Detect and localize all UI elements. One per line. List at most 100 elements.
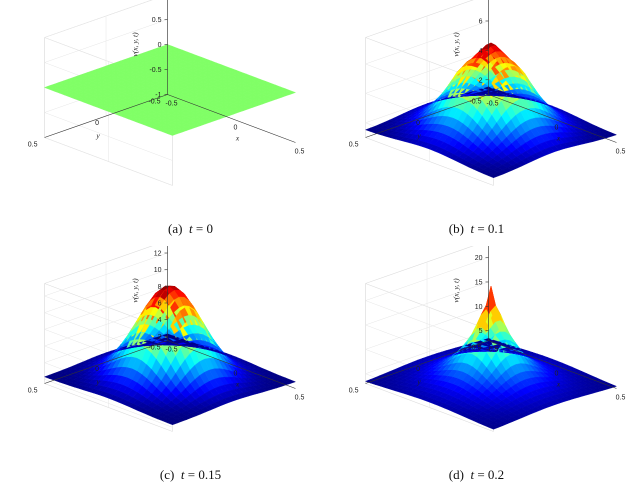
y-tick-label: 0 (95, 120, 99, 127)
x-axis-label: x (235, 134, 240, 143)
caption-d: (d) t = 0.2 (316, 467, 637, 483)
y-axis-line (365, 340, 489, 384)
y-axis-label: y (416, 131, 421, 140)
plot-a: -1-0.500.51v(x, y, t)0.50-0.5y-0.500.5x (28, 0, 305, 186)
z-tick-label: 4 (479, 48, 483, 55)
y-tick-label: 0 (95, 366, 99, 373)
y-axis-line (44, 94, 168, 138)
axes-a: -1-0.500.51v(x, y, t)0.50-0.5y-0.500.5x (28, 0, 305, 156)
y-tick-label: 0 (416, 366, 420, 373)
y-tick-label: -0.5 (469, 99, 481, 106)
surface-d (364, 285, 618, 430)
z-tick-label: 20 (475, 255, 483, 262)
z-tick-label: 10 (475, 304, 483, 311)
surface-plot-a: -1-0.500.51v(x, y, t)0.50-0.5y-0.500.5x (28, 0, 305, 186)
caption-var: t (188, 221, 193, 236)
surface-plot-c: 2 4 6 8 10 12 v(x, y, t) 0.5 0 -0.5 y -0.5 0 0.5 x (28, 246, 305, 432)
caption-eq: = 0 (192, 221, 213, 236)
z-tick-label: 6 (479, 18, 483, 25)
y-tick-label: 0.5 (28, 142, 38, 149)
caption-label: (a) (168, 221, 183, 236)
z-axis-label: v(x, y, t) (131, 278, 140, 303)
y-tick-label: 0.5 (349, 142, 359, 149)
surface-c (43, 285, 297, 426)
chart-panel-d: 5 10 15 20 v(x, y, t) 0.5 0 -0.5 y -0.5 0 0.5 x (321, 246, 642, 492)
x-tick-label: 0.5 (295, 395, 305, 402)
surface-patch (606, 132, 618, 137)
caption-label: (d) (448, 467, 464, 482)
y-tick-label: 0.5 (28, 388, 38, 395)
y-tick-label: 0 (416, 120, 420, 127)
z-tick-label: 2 (158, 334, 162, 341)
z-tick-label: 2 (479, 77, 483, 84)
z-axis-label: v(x, y, t) (452, 278, 461, 303)
axes-d: 5 10 15 20 v(x, y, t) 0.5 0 -0.5 y -0.5 0 0.5 x (349, 246, 626, 402)
surface-plot-b: 2 4 6 v(x, y, t) 0.5 0 -0.5 y -0.5 0 0.5 x (349, 0, 626, 186)
z-tick-label: 10 (154, 267, 162, 274)
y-tick-label: 0.5 (349, 388, 359, 395)
y-axis-label: y (95, 377, 100, 386)
x-tick-label: -0.5 (165, 347, 177, 354)
z-tick-label: 0.5 (152, 17, 162, 24)
y-axis-line (44, 340, 168, 384)
y-axis-label: y (416, 377, 421, 386)
x-axis-label: x (556, 134, 561, 143)
x-axis-label: x (556, 380, 561, 389)
x-axis-line (167, 340, 296, 389)
x-tick-label: 0.5 (295, 149, 305, 156)
plot-b: 2 4 6 v(x, y, t) 0.5 0 -0.5 y -0.5 0 0.5 x (349, 0, 626, 186)
surface-plot-d: 5 10 15 20 v(x, y, t) 0.5 0 -0.5 y -0.5 0 0.5 x (349, 246, 626, 432)
z-tick-label: -1 (155, 92, 161, 99)
axes-c: 2 4 6 8 10 12 v(x, y, t) 0.5 0 -0.5 y -0.5 0 0.5 x (28, 246, 305, 402)
chart-panel-c: 2 4 6 8 10 12 v(x, y, t) 0.5 0 -0.5 y -0.5 0 0.5 x (0, 246, 321, 492)
caption-c: (c) t = 0.15 (30, 467, 351, 483)
x-tick-label: 0.5 (616, 149, 626, 156)
x-axis-line (488, 94, 617, 143)
caption-var: t (180, 467, 185, 482)
x-tick-label: -0.5 (486, 101, 498, 108)
y-tick-label: -0.5 (148, 99, 160, 106)
caption-eq: = 0.1 (474, 221, 505, 236)
axes-b: 2 4 6 v(x, y, t) 0.5 0 -0.5 y -0.5 0 0.5 x (349, 0, 626, 156)
plot-d: 5 10 15 20 v(x, y, t) 0.5 0 -0.5 y -0.5 0 0.5 x (349, 246, 626, 432)
x-axis-label: x (235, 380, 240, 389)
z-axis-label: v(x, y, t) (131, 32, 140, 57)
surface-a (43, 44, 297, 136)
x-tick-label: 0 (555, 125, 559, 132)
chart-panel-a: -1-0.500.51v(x, y, t)0.50-0.5y-0.500.5x (0, 0, 321, 246)
surface-b (364, 42, 618, 179)
x-tick-label: 0.5 (616, 395, 626, 402)
z-tick-label: 15 (475, 279, 483, 286)
x-tick-label: -0.5 (486, 347, 498, 354)
z-tick-label: -0.5 (149, 67, 161, 74)
plot-c: 2 4 6 8 10 12 v(x, y, t) 0.5 0 -0.5 y -0.5 0 0.5 x (28, 246, 305, 432)
z-tick-label: 0 (158, 42, 162, 49)
z-tick-label: 4 (158, 317, 162, 324)
y-tick-label: -0.5 (469, 345, 481, 352)
x-axis-line (167, 94, 296, 143)
z-axis-label: v(x, y, t) (452, 32, 461, 57)
x-axis-line (488, 340, 617, 389)
x-tick-label: 0 (555, 371, 559, 378)
caption-eq: = 0.2 (474, 467, 505, 482)
z-tick-label: 8 (158, 284, 162, 291)
z-tick-label: 12 (154, 251, 162, 258)
z-tick-label: 6 (158, 301, 162, 308)
caption-b: (b) t = 0.1 (316, 221, 637, 237)
y-axis-line (365, 94, 489, 138)
chart-panel-b: 2 4 6 v(x, y, t) 0.5 0 -0.5 y -0.5 0 0.5 x (321, 0, 642, 246)
caption-var: t (470, 221, 475, 236)
x-tick-label: 0 (234, 125, 238, 132)
caption-label: (c) (159, 467, 175, 482)
caption-eq: = 0.15 (184, 467, 222, 482)
caption-a: (a) t = 0 (30, 221, 351, 237)
y-axis-label: y (95, 131, 100, 140)
x-tick-label: -0.5 (165, 101, 177, 108)
surface-patch (285, 90, 297, 95)
surface-patch (285, 379, 297, 384)
x-tick-label: 0 (234, 371, 238, 378)
y-tick-label: -0.5 (148, 345, 160, 352)
caption-label: (b) (448, 221, 464, 236)
caption-var: t (470, 467, 475, 482)
z-tick-label: 5 (479, 328, 483, 335)
